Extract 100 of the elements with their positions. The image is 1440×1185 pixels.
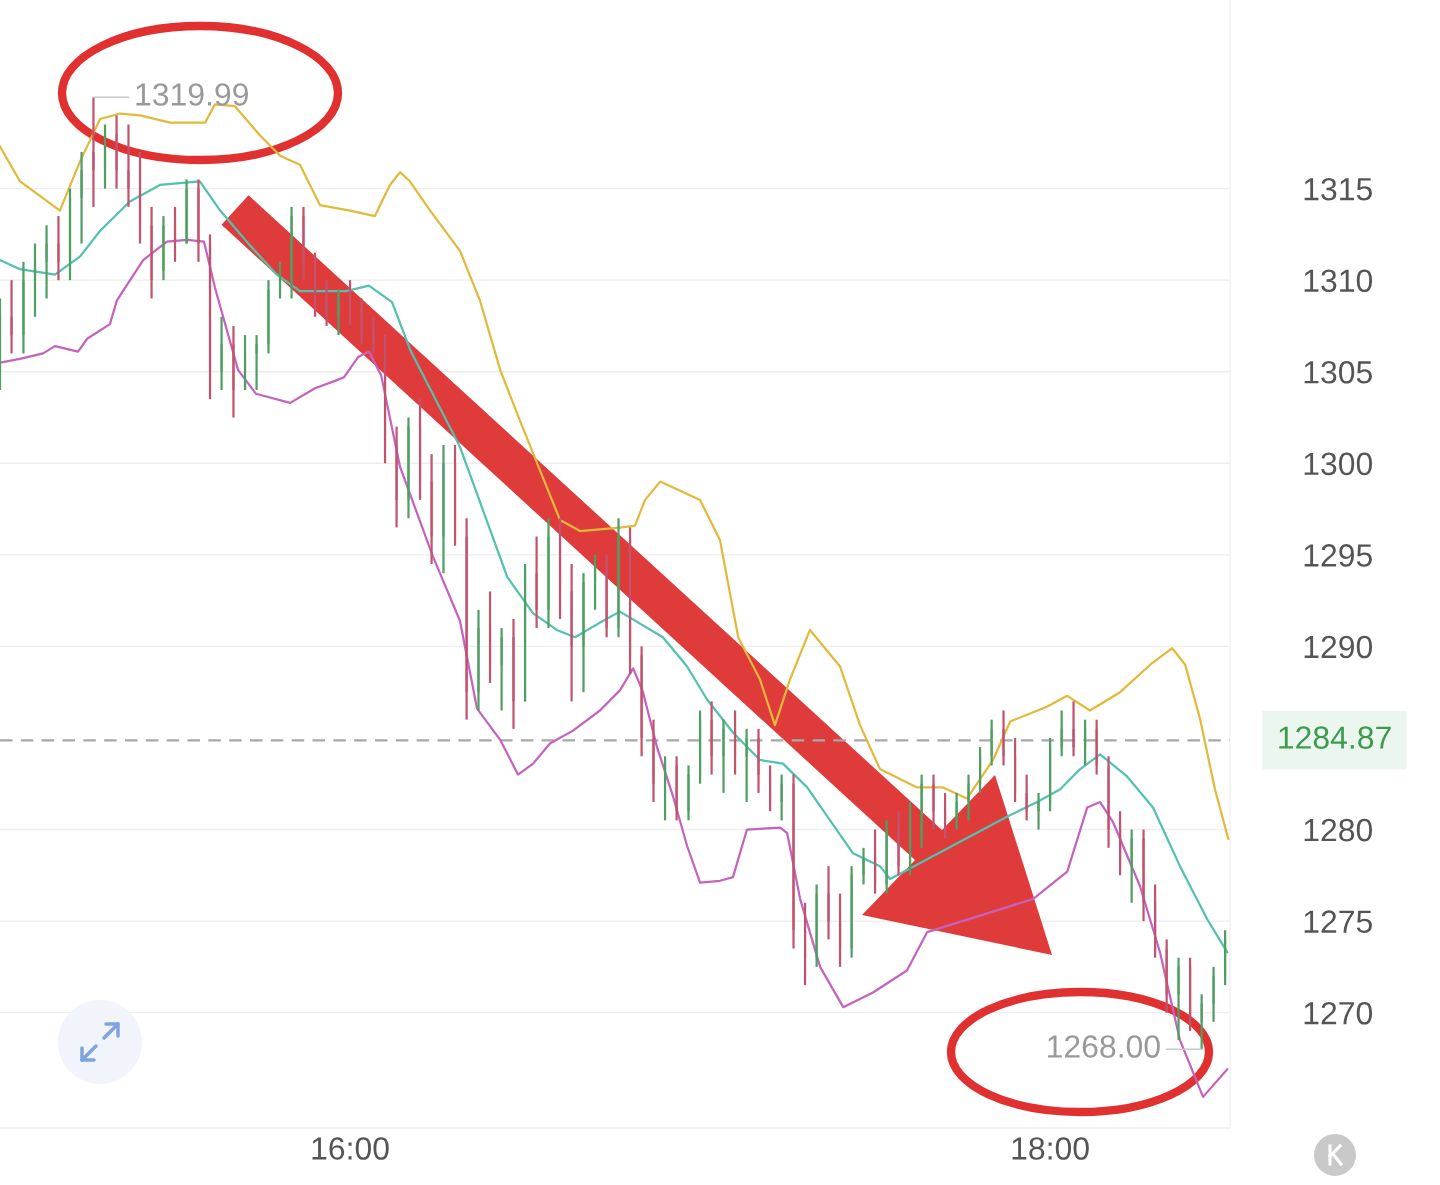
candlestick	[453, 443, 457, 547]
candlestick	[1048, 736, 1052, 813]
candlestick	[1037, 791, 1040, 831]
candlestick	[92, 96, 95, 209]
candlestick	[0, 297, 2, 392]
line-series	[0, 238, 1229, 1098]
candlestick	[990, 718, 993, 767]
candlestick	[628, 526, 632, 675]
y-tick-label: 1300	[1304, 452, 1373, 476]
candlestick	[838, 892, 842, 968]
candlestick	[465, 517, 468, 721]
candlestick	[138, 150, 142, 245]
candlestick	[290, 205, 293, 300]
y-tick-label: 1305	[1304, 361, 1372, 384]
candlestick	[862, 846, 865, 886]
candlestick	[10, 279, 13, 355]
candlestick	[337, 288, 340, 337]
candlestick	[360, 297, 363, 346]
candlestick	[430, 453, 433, 566]
candlestick	[978, 746, 982, 795]
candlestick	[80, 150, 83, 245]
candlestick	[302, 205, 305, 282]
candlestick	[803, 901, 807, 987]
candlestick	[57, 214, 60, 282]
y-tick-label: 1270	[1304, 1001, 1373, 1025]
x-tick-label: 16:00	[312, 1137, 389, 1160]
candlestick	[850, 865, 853, 959]
candlestick	[1072, 700, 1075, 758]
candlestick	[955, 791, 958, 831]
candlestick	[897, 810, 900, 877]
candlestick	[1142, 828, 1145, 923]
candlestick	[1107, 755, 1110, 849]
candlestick	[1188, 956, 1192, 1033]
candlestick	[885, 819, 888, 895]
candlestick	[162, 214, 165, 282]
candlestick	[185, 178, 188, 245]
candlestick	[255, 333, 258, 392]
candlestick	[535, 535, 538, 630]
candlestick	[477, 608, 480, 712]
candlestick	[570, 562, 573, 703]
y-tick-label: 1310	[1304, 269, 1373, 293]
candlestick	[547, 517, 550, 630]
candlestick	[687, 764, 690, 822]
candlestick	[313, 251, 317, 318]
candlestick	[33, 242, 37, 318]
candlestick	[325, 279, 328, 328]
candlestick	[757, 727, 760, 795]
candlestick	[372, 315, 375, 355]
candlestick	[500, 626, 503, 712]
candlestick	[652, 718, 655, 804]
candlestick	[617, 517, 620, 639]
candlestick	[22, 260, 25, 355]
candlestick	[675, 755, 678, 822]
y-tick-label: 1280	[1304, 818, 1373, 842]
candlestick	[640, 645, 643, 758]
candlestick	[780, 773, 783, 822]
candlestick	[1223, 929, 1227, 987]
candlestick	[103, 123, 107, 190]
candlestick	[150, 205, 153, 300]
candlestick	[45, 224, 48, 300]
x-tick-label: 18:00	[1012, 1137, 1089, 1160]
candlestick	[710, 700, 713, 776]
candlestick	[1083, 718, 1087, 767]
candlestick	[698, 709, 702, 785]
candlestick	[197, 178, 200, 263]
candlestick	[1153, 883, 1157, 959]
candlestick	[127, 123, 130, 209]
candlestick	[1177, 956, 1180, 1042]
candlestick	[232, 324, 235, 419]
candlestick	[873, 828, 877, 895]
candlestick	[1200, 993, 1203, 1051]
candlestick	[278, 260, 282, 300]
candlestick	[582, 572, 585, 694]
candlestick	[68, 187, 72, 282]
candlestick	[605, 553, 608, 639]
candlestick	[1060, 709, 1063, 758]
candlestick	[768, 764, 772, 813]
candlestick	[1095, 718, 1098, 776]
candlestick	[383, 333, 387, 465]
candlestick	[220, 315, 223, 392]
candlestick	[943, 791, 947, 840]
candlestick	[920, 773, 923, 849]
annotation: 1268.00	[1048, 1035, 1160, 1058]
candlestick	[395, 425, 398, 529]
candlestick	[1013, 736, 1017, 804]
candlestick	[208, 233, 212, 401]
candlestick	[488, 590, 492, 685]
candlestick	[932, 773, 935, 831]
candlestick	[115, 114, 118, 190]
candlestick	[243, 333, 247, 392]
y-tick-label: 1295	[1304, 544, 1372, 567]
candlestick	[1002, 709, 1005, 767]
candlestick	[815, 883, 818, 968]
candlestick	[267, 279, 270, 355]
y-tick-label: 1315	[1304, 177, 1372, 201]
candlestick	[418, 398, 422, 502]
candlestick	[733, 709, 737, 776]
annotation: 1319.99	[136, 83, 248, 106]
candlestick	[348, 279, 352, 328]
candlestick	[1212, 965, 1215, 1023]
